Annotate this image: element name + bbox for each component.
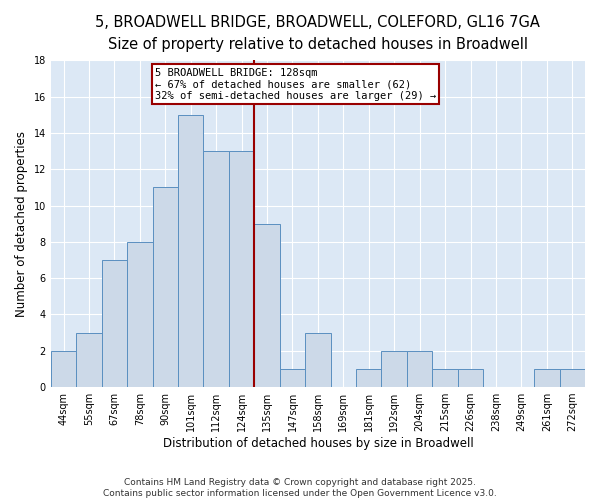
Bar	[382, 351, 407, 387]
Bar	[305, 332, 331, 387]
X-axis label: Distribution of detached houses by size in Broadwell: Distribution of detached houses by size …	[163, 437, 473, 450]
Bar	[101, 260, 127, 387]
Y-axis label: Number of detached properties: Number of detached properties	[15, 130, 28, 316]
Bar	[407, 351, 433, 387]
Bar	[280, 369, 305, 387]
Bar	[203, 151, 229, 387]
Title: 5, BROADWELL BRIDGE, BROADWELL, COLEFORD, GL16 7GA
Size of property relative to : 5, BROADWELL BRIDGE, BROADWELL, COLEFORD…	[95, 15, 541, 52]
Bar	[433, 369, 458, 387]
Bar	[458, 369, 483, 387]
Bar	[51, 351, 76, 387]
Text: Contains HM Land Registry data © Crown copyright and database right 2025.
Contai: Contains HM Land Registry data © Crown c…	[103, 478, 497, 498]
Text: 5 BROADWELL BRIDGE: 128sqm
← 67% of detached houses are smaller (62)
32% of semi: 5 BROADWELL BRIDGE: 128sqm ← 67% of deta…	[155, 68, 436, 101]
Bar	[560, 369, 585, 387]
Bar	[127, 242, 152, 387]
Bar	[178, 115, 203, 387]
Bar	[254, 224, 280, 387]
Bar	[534, 369, 560, 387]
Bar	[356, 369, 382, 387]
Bar	[152, 188, 178, 387]
Bar	[76, 332, 101, 387]
Bar	[229, 151, 254, 387]
